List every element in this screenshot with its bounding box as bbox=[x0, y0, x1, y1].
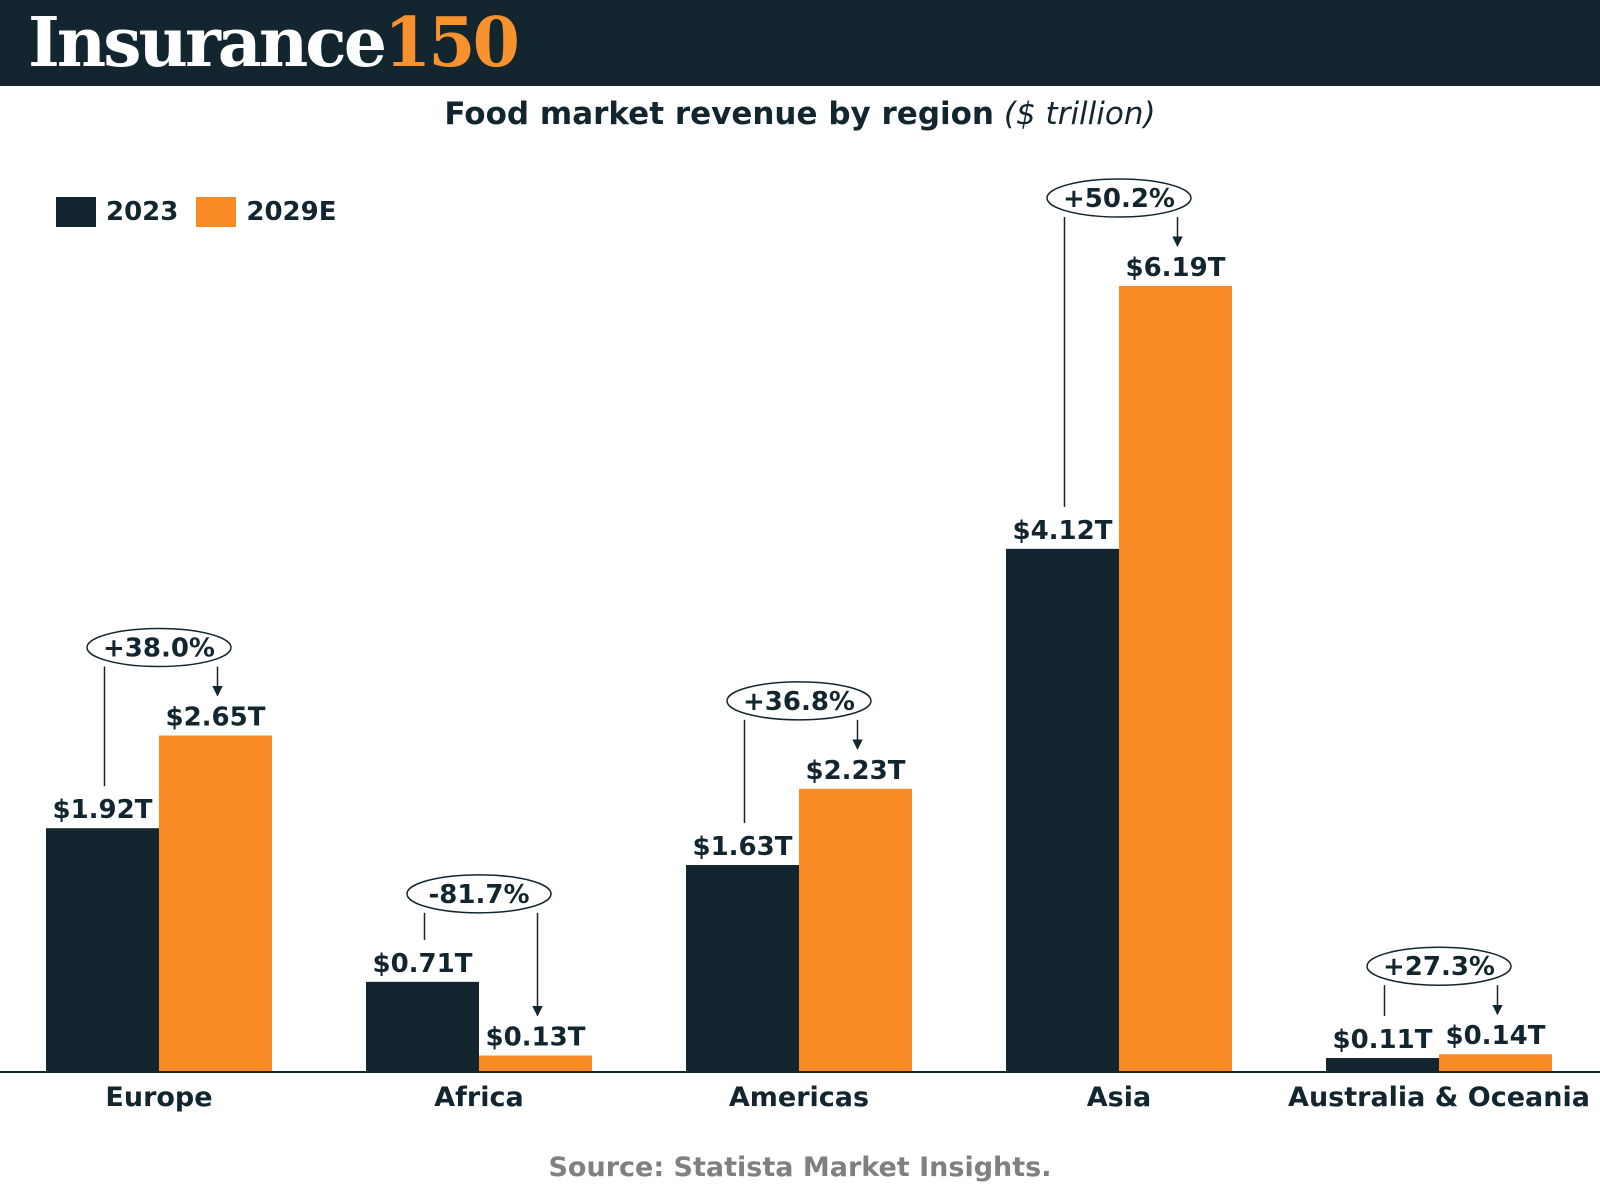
x-tick-label-africa: Africa bbox=[434, 1082, 523, 1113]
bar-2029e-americas bbox=[799, 788, 912, 1072]
bar-2023-americas bbox=[686, 865, 799, 1072]
brand-logo: Insurance150 bbox=[28, 2, 520, 84]
change-label-europe: +38.0% bbox=[103, 634, 215, 664]
change-badge-africa bbox=[406, 874, 552, 914]
data-label-2023-asia: $4.12T bbox=[1013, 516, 1113, 546]
data-label-2023-americas: $1.63T bbox=[693, 832, 793, 862]
legend-swatch-2029e bbox=[196, 197, 237, 227]
data-label-2029e-africa: $0.13T bbox=[486, 1022, 586, 1052]
data-label-2023-australia-oceania: $0.11T bbox=[1333, 1025, 1433, 1055]
change-label-australia-oceania: +27.3% bbox=[1383, 952, 1495, 982]
legend-item-2029e: 2029E bbox=[196, 197, 337, 227]
legend-label-2029e: 2029E bbox=[246, 197, 337, 227]
change-badge-americas bbox=[726, 681, 872, 721]
change-label-americas: +36.8% bbox=[743, 687, 855, 717]
bar-2029e-australia-oceania bbox=[1439, 1054, 1552, 1072]
data-label-2029e-asia: $6.19T bbox=[1126, 253, 1226, 283]
brand-logo-number: 150 bbox=[383, 3, 520, 83]
change-label-africa: -81.7% bbox=[429, 880, 530, 910]
x-tick-label-australia-oceania: Australia & Oceania bbox=[1288, 1082, 1590, 1113]
bar-2023-europe bbox=[46, 828, 159, 1072]
data-label-2029e-americas: $2.23T bbox=[806, 756, 906, 786]
change-badge-europe bbox=[86, 627, 232, 668]
bar-2023-africa bbox=[366, 981, 479, 1072]
legend-item-2023: 2023 bbox=[56, 197, 178, 227]
bar-2029e-europe bbox=[159, 735, 272, 1072]
header-bar: Insurance150 bbox=[0, 0, 1600, 86]
x-tick-label-europe: Europe bbox=[105, 1082, 212, 1113]
data-label-2029e-australia-oceania: $0.14T bbox=[1446, 1021, 1546, 1051]
bar-2029e-africa bbox=[479, 1055, 592, 1072]
x-tick-label-americas: Americas bbox=[729, 1082, 869, 1113]
change-badge-asia bbox=[1046, 178, 1192, 218]
chart-legend: 2023 2029E bbox=[56, 194, 355, 230]
bar-2023-asia bbox=[1006, 548, 1119, 1072]
chart-title-unit: ($ trillion) bbox=[1003, 96, 1156, 132]
data-label-2023-europe: $1.92T bbox=[53, 795, 153, 825]
source-note: Source: Statista Market Insights. bbox=[548, 1152, 1052, 1183]
chart-title-text: Food market revenue by region bbox=[444, 96, 995, 132]
chart-title: Food market revenue by region ($ trillio… bbox=[0, 92, 1600, 136]
data-label-2029e-europe: $2.65T bbox=[166, 703, 266, 733]
bar-2023-australia-oceania bbox=[1326, 1058, 1439, 1072]
data-label-2023-africa: $0.71T bbox=[373, 949, 473, 979]
x-tick-label-asia: Asia bbox=[1087, 1082, 1151, 1113]
bar-2029e-asia bbox=[1119, 286, 1232, 1072]
change-badge-australia-oceania bbox=[1366, 946, 1512, 986]
legend-label-2023: 2023 bbox=[106, 197, 179, 227]
legend-swatch-2023 bbox=[56, 197, 96, 227]
change-label-asia: +50.2% bbox=[1063, 184, 1175, 214]
brand-logo-text: Insurance bbox=[28, 3, 387, 83]
